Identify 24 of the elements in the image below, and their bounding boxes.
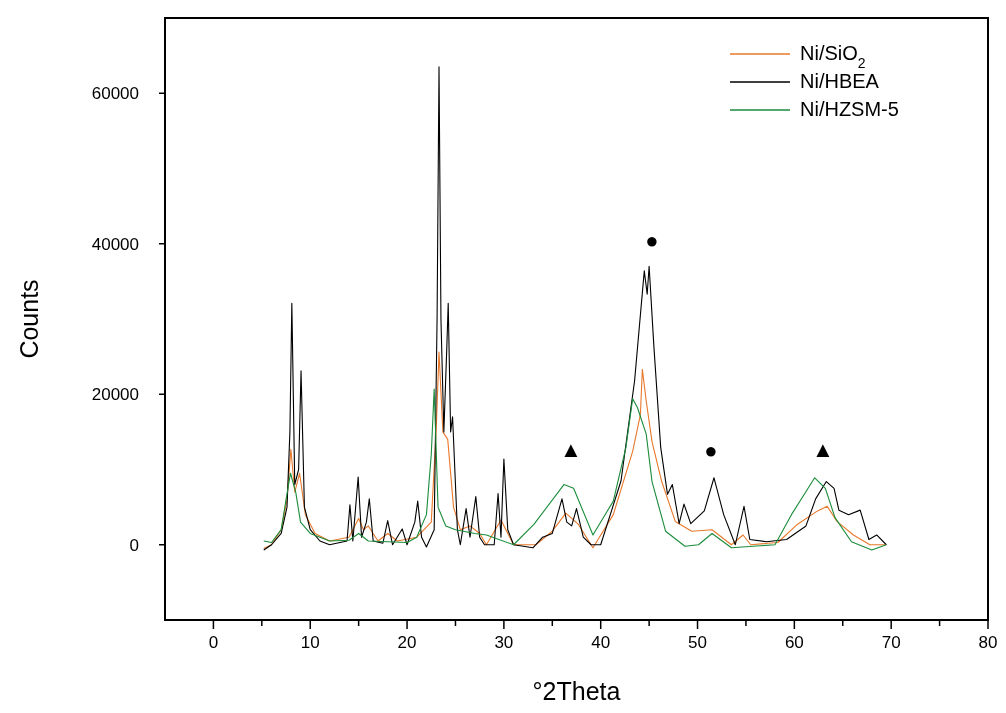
annotation: ▲ bbox=[812, 436, 834, 462]
x-tick-label: 10 bbox=[300, 633, 320, 652]
y-tick-label: 60000 bbox=[91, 84, 139, 104]
x-tick-label: 20 bbox=[397, 633, 417, 652]
legend-label: Ni/HBEA bbox=[800, 70, 880, 92]
line-series bbox=[263, 351, 887, 550]
y-axis-title: Counts bbox=[15, 279, 43, 359]
x-tick-label: 70 bbox=[881, 633, 901, 652]
x-axis-title: °2Theta bbox=[532, 677, 621, 705]
line-series bbox=[263, 388, 887, 551]
x-tick-label: 50 bbox=[688, 633, 707, 652]
x-tick-label: 0 bbox=[208, 633, 219, 652]
x-tick-label: 30 bbox=[494, 633, 514, 652]
legend-label: Ni/HZSM-5 bbox=[800, 98, 899, 120]
annotation: ● bbox=[645, 227, 659, 253]
x-tick-label: 80 bbox=[978, 633, 998, 652]
annotation: ▲ bbox=[560, 436, 582, 462]
legend-label: Ni/SiO$_{2}$ bbox=[800, 42, 866, 71]
x-tick-label: 40 bbox=[591, 633, 611, 652]
annotation: ● bbox=[704, 437, 718, 463]
y-tick-label: 0 bbox=[129, 535, 139, 555]
y-tick-label: 40000 bbox=[91, 234, 139, 254]
x-tick-label: 60 bbox=[784, 633, 804, 652]
y-tick-label: 20000 bbox=[91, 385, 139, 405]
